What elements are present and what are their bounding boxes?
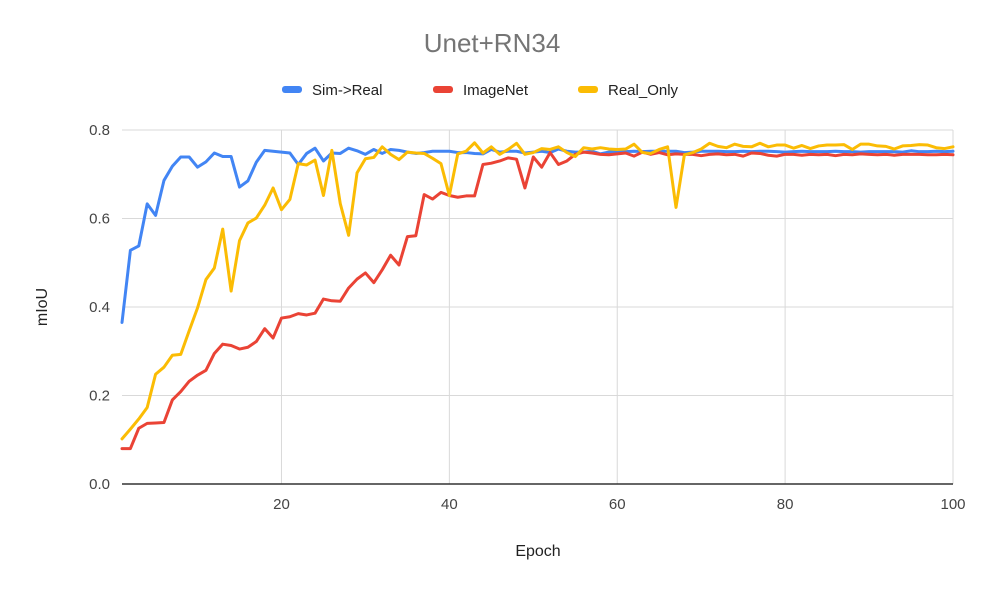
x-axis-ticks: 20 40 60 80 100	[273, 496, 965, 513]
y-tick-label: 0.0	[89, 476, 110, 493]
legend-item-sim-real: Sim->Real	[282, 82, 382, 99]
legend-label: Real_Only	[608, 82, 679, 99]
series-lines	[120, 141, 955, 451]
y-tick-label: 0.4	[89, 299, 110, 316]
legend-swatch	[433, 86, 453, 93]
x-tick-label: 40	[441, 496, 458, 513]
y-axis-ticks: 0.0 0.2 0.4 0.6 0.8	[89, 122, 110, 493]
x-tick-label: 80	[777, 496, 794, 513]
legend-swatch	[578, 86, 598, 93]
chart-title: Unet+RN34	[424, 28, 561, 58]
y-tick-label: 0.8	[89, 122, 110, 139]
legend-swatch	[282, 86, 302, 93]
y-axis-label: mIoU	[34, 288, 51, 326]
y-tick-label: 0.6	[89, 211, 110, 228]
x-tick-label: 20	[273, 496, 290, 513]
legend-label: Sim->Real	[312, 82, 382, 99]
legend-item-real-only: Real_Only	[578, 82, 679, 99]
series-line-imagenet	[120, 150, 955, 451]
legend: Sim->Real ImageNet Real_Only	[282, 82, 679, 99]
y-tick-label: 0.2	[89, 388, 110, 405]
series-line-real-only	[120, 141, 955, 441]
x-tick-label: 60	[609, 496, 626, 513]
legend-label: ImageNet	[463, 82, 529, 99]
x-axis-label: Epoch	[515, 543, 560, 560]
x-tick-label: 100	[940, 496, 965, 513]
legend-item-imagenet: ImageNet	[433, 82, 529, 99]
